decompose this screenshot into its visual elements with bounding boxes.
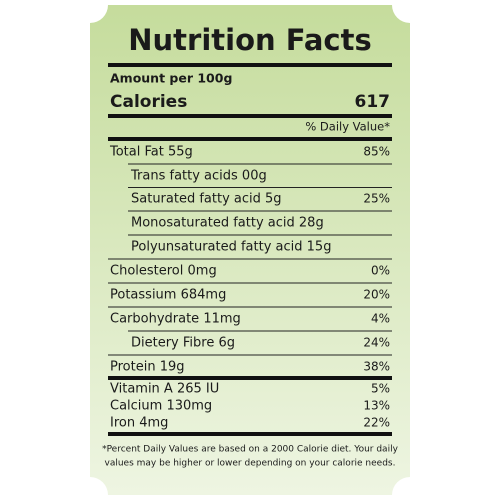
- nutrient-name: Iron 4mg: [110, 416, 168, 431]
- nutrient-name: Monosaturated fatty acid 28g: [131, 216, 324, 231]
- nutrient-percent: 24%: [363, 336, 390, 350]
- nutrient-name: Protein 19g: [110, 360, 185, 375]
- nutrient-name: Saturated fatty acid 5g: [131, 192, 282, 207]
- nutrient-percent: 38%: [363, 360, 390, 374]
- nutrient-percent: 4%: [371, 312, 390, 326]
- nutrient-name: Potassium 684mg: [110, 288, 226, 303]
- footnote-line: values may be higher or lower depending …: [105, 459, 396, 469]
- nutrient-percent: 25%: [363, 192, 390, 206]
- nutrient-name: Vitamin A 265 IU: [110, 382, 219, 397]
- nutrient-percent: 5%: [371, 382, 390, 396]
- daily-value-header: % Daily Value*: [305, 120, 390, 134]
- footnote-line: *Percent Daily Values are based on a 200…: [102, 445, 398, 455]
- nutrient-name: Polyunsaturated fatty acid 15g: [131, 240, 331, 255]
- nutrient-name: Cholesterol 0mg: [110, 264, 217, 279]
- nutrient-percent: 85%: [363, 145, 390, 159]
- nutrient-name: Carbohydrate 11mg: [110, 312, 241, 327]
- amount-per: Amount per 100g: [110, 71, 232, 86]
- title: Nutrition Facts: [128, 23, 371, 57]
- label-background: [90, 5, 410, 495]
- nutrient-name: Dietery Fibre 6g: [131, 336, 235, 351]
- nutrient-percent: 0%: [371, 264, 390, 278]
- nutrient-name: Total Fat 55g: [109, 145, 193, 160]
- nutrient-name: Trans fatty acids 00g: [130, 169, 267, 184]
- calories-value: 617: [355, 92, 391, 112]
- nutrient-percent: 20%: [363, 288, 390, 302]
- nutrient-percent: 22%: [363, 416, 390, 430]
- calories-label: Calories: [110, 92, 187, 112]
- nutrient-name: Calcium 130mg: [110, 399, 212, 414]
- nutrient-percent: 13%: [363, 399, 390, 413]
